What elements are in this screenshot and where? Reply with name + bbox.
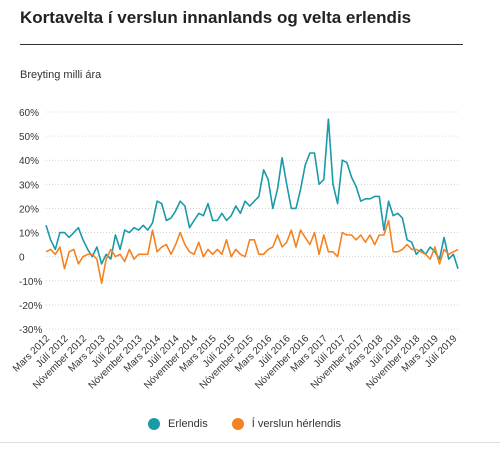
legend-marker-erlendis [148,418,160,430]
series-lines [45,118,459,285]
footer-divider [0,442,500,443]
legend: Erlendis Í verslun hérlendis [148,418,365,430]
y-tick-label: 40% [19,156,39,167]
title-divider [20,44,463,45]
grid-lines [46,111,458,330]
y-tick-labels: 60% 50% 40% 30% 20% 10% 0 -10% -20% -30% [19,108,42,336]
legend-marker-verslun [231,418,244,430]
y-tick-label: 50% [19,132,39,143]
y-tick-label: 60% [19,108,39,119]
y-axis-subtitle: Breyting milli ára [20,69,102,81]
y-tick-label: -10% [19,277,42,288]
y-tick-label: 0 [19,253,25,264]
legend-item-verslun[interactable]: Í verslun hérlendis [231,418,342,430]
legend-label-verslun: Í verslun hérlendis [251,418,342,430]
y-tick-label: 20% [19,204,39,215]
legend-label-erlendis: Erlendis [168,418,208,430]
y-tick-label: -30% [19,325,42,336]
legend-item-erlendis[interactable]: Erlendis [148,418,208,430]
series-line-verslun [45,219,459,285]
y-tick-label: -20% [19,301,42,312]
y-tick-label: 10% [19,229,39,240]
series-line-erlendis [45,118,459,269]
chart-title: Kortavelta í verslun innanlands og velta… [20,8,412,27]
y-tick-label: 30% [19,180,39,191]
